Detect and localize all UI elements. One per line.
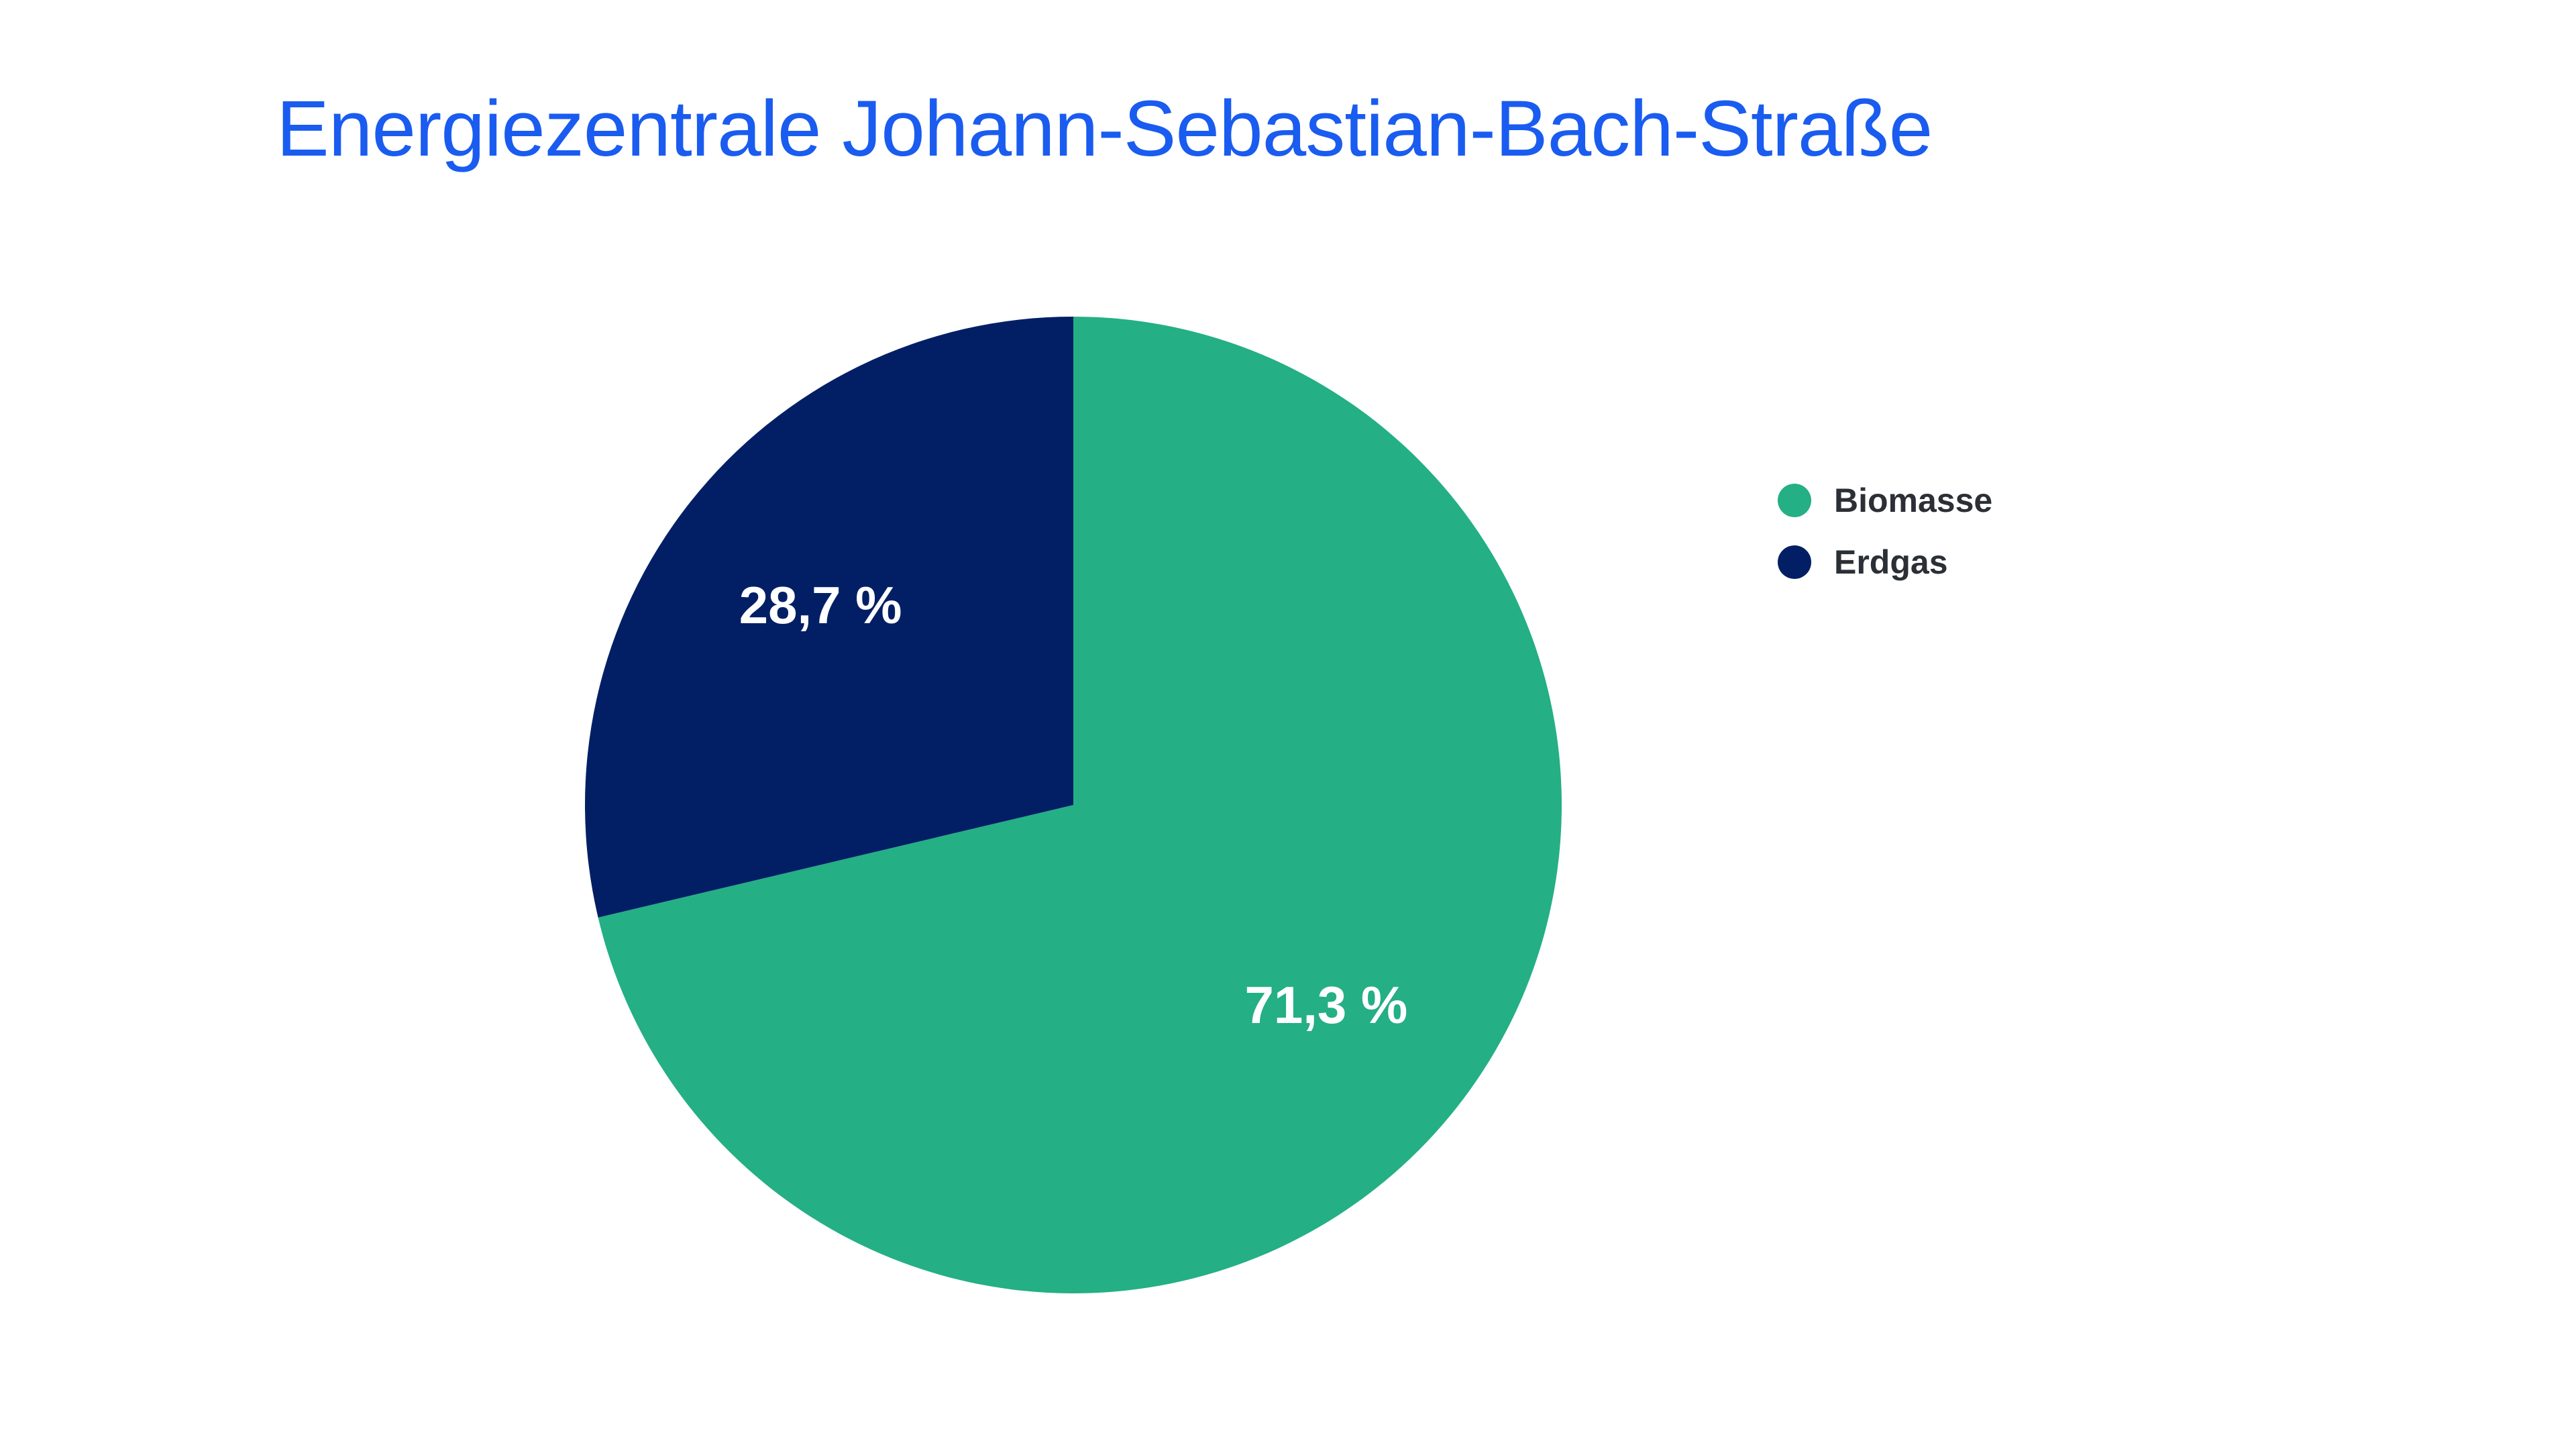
- chart-title: Energiezentrale Johann-Sebastian-Bach-St…: [276, 85, 1933, 173]
- legend-swatch-biomasse: [1778, 484, 1811, 517]
- pie-slice-erdgas: [584, 317, 1073, 918]
- legend: Biomasse Erdgas: [1778, 470, 1992, 593]
- legend-swatch-erdgas: [1778, 545, 1811, 579]
- legend-label-erdgas: Erdgas: [1834, 543, 1948, 581]
- legend-item-erdgas: Erdgas: [1778, 531, 1992, 593]
- legend-item-biomasse: Biomasse: [1778, 470, 1992, 531]
- pie-slices: [584, 317, 1562, 1293]
- legend-label-biomasse: Biomasse: [1834, 482, 1993, 519]
- pie-slice-biomasse: [598, 317, 1562, 1293]
- slice-label-biomasse: 71,3 %: [1244, 975, 1407, 1034]
- slice-label-erdgas: 28,7 %: [739, 576, 902, 635]
- pie-slice-labels: 71,3 % 28,7 %: [739, 576, 1408, 1034]
